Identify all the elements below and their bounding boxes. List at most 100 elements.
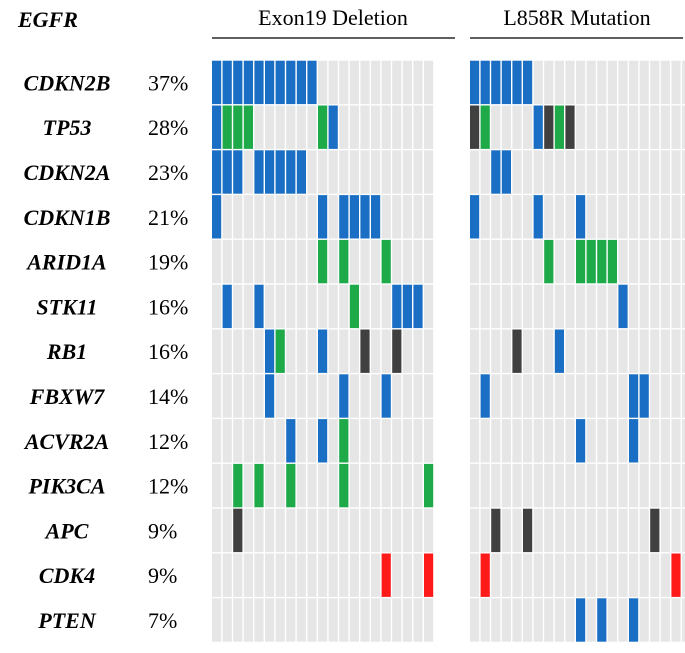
empty-cell bbox=[491, 329, 501, 373]
empty-cell bbox=[544, 374, 554, 418]
empty-cell bbox=[618, 195, 628, 239]
empty-cell bbox=[597, 284, 607, 329]
empty-cell bbox=[480, 598, 490, 642]
mutation-cell-green bbox=[554, 105, 564, 149]
empty-cell bbox=[671, 419, 681, 463]
mutation-cell-blue bbox=[296, 60, 306, 105]
mutation-cell-blue bbox=[554, 329, 564, 373]
empty-cell bbox=[544, 508, 554, 553]
mutation-cell-green bbox=[339, 239, 349, 284]
mutation-cell-blue bbox=[381, 374, 391, 418]
empty-cell bbox=[243, 329, 253, 373]
empty-cell bbox=[671, 329, 681, 373]
empty-cell bbox=[265, 419, 275, 463]
empty-cell bbox=[533, 239, 543, 284]
empty-cell bbox=[371, 105, 381, 149]
empty-cell bbox=[265, 598, 275, 642]
empty-cell bbox=[413, 105, 423, 149]
empty-cell bbox=[286, 374, 296, 418]
empty-cell bbox=[491, 195, 501, 239]
empty-cell bbox=[491, 374, 501, 418]
empty-cell bbox=[512, 150, 522, 194]
empty-cell bbox=[371, 239, 381, 284]
empty-cell bbox=[413, 60, 423, 105]
empty-cell bbox=[533, 508, 543, 553]
empty-cell bbox=[501, 419, 511, 463]
empty-cell bbox=[424, 598, 434, 642]
empty-cell bbox=[296, 374, 306, 418]
empty-cell bbox=[660, 105, 670, 149]
mutation-cell-green bbox=[318, 105, 328, 149]
empty-cell bbox=[212, 239, 222, 284]
gene-label: CDKN2A bbox=[24, 160, 111, 185]
mutation-cell-blue bbox=[243, 60, 253, 105]
empty-cell bbox=[318, 374, 328, 418]
empty-cell bbox=[307, 239, 317, 284]
empty-cell bbox=[307, 195, 317, 239]
empty-cell bbox=[318, 463, 328, 508]
empty-cell bbox=[349, 105, 359, 149]
empty-cell bbox=[212, 598, 222, 642]
mutation-cell-blue bbox=[413, 284, 423, 329]
empty-cell bbox=[275, 195, 285, 239]
empty-cell bbox=[470, 463, 480, 508]
empty-cell bbox=[523, 419, 533, 463]
empty-cell bbox=[512, 553, 522, 597]
mutation-cell-green bbox=[339, 419, 349, 463]
gene-frequency: 9% bbox=[148, 563, 177, 588]
mutation-cell-blue bbox=[286, 150, 296, 194]
empty-cell bbox=[597, 60, 607, 105]
empty-cell bbox=[586, 195, 596, 239]
mutation-cell-blue bbox=[576, 419, 586, 463]
empty-cell bbox=[618, 105, 628, 149]
empty-cell bbox=[650, 329, 660, 373]
empty-cell bbox=[660, 60, 670, 105]
empty-cell bbox=[424, 508, 434, 553]
empty-cell bbox=[607, 374, 617, 418]
empty-cell bbox=[480, 419, 490, 463]
empty-cell bbox=[307, 329, 317, 373]
empty-cell bbox=[413, 463, 423, 508]
empty-cell bbox=[491, 419, 501, 463]
empty-cell bbox=[576, 60, 586, 105]
empty-cell bbox=[307, 598, 317, 642]
empty-cell bbox=[682, 105, 685, 149]
empty-cell bbox=[639, 329, 649, 373]
empty-cell bbox=[660, 463, 670, 508]
empty-cell bbox=[381, 105, 391, 149]
mutation-cell-blue bbox=[629, 374, 639, 418]
empty-cell bbox=[286, 508, 296, 553]
empty-cell bbox=[349, 598, 359, 642]
empty-cell bbox=[296, 329, 306, 373]
empty-cell bbox=[212, 419, 222, 463]
empty-cell bbox=[660, 508, 670, 553]
empty-cell bbox=[576, 463, 586, 508]
empty-cell bbox=[523, 463, 533, 508]
empty-cell bbox=[639, 150, 649, 194]
mutation-cell-blue bbox=[491, 60, 501, 105]
empty-cell bbox=[618, 508, 628, 553]
empty-cell bbox=[413, 195, 423, 239]
mutation-cell-blue bbox=[222, 60, 232, 105]
empty-cell bbox=[296, 508, 306, 553]
mutation-cell-blue bbox=[318, 195, 328, 239]
mutation-cell-blue bbox=[501, 150, 511, 194]
mutation-cell-blue bbox=[318, 329, 328, 373]
empty-cell bbox=[349, 60, 359, 105]
empty-cell bbox=[533, 419, 543, 463]
empty-cell bbox=[565, 374, 575, 418]
gene-label: STK11 bbox=[36, 294, 97, 319]
gene-label: CDK4 bbox=[39, 563, 95, 588]
empty-cell bbox=[491, 553, 501, 597]
empty-cell bbox=[265, 239, 275, 284]
mutation-cell-blue bbox=[576, 195, 586, 239]
empty-cell bbox=[470, 508, 480, 553]
empty-cell bbox=[470, 553, 480, 597]
empty-cell bbox=[424, 284, 434, 329]
mutation-cell-green bbox=[243, 105, 253, 149]
empty-cell bbox=[470, 419, 480, 463]
chart-title: EGFR bbox=[17, 7, 78, 32]
gene-label: RB1 bbox=[46, 339, 87, 364]
empty-cell bbox=[597, 508, 607, 553]
empty-cell bbox=[243, 598, 253, 642]
